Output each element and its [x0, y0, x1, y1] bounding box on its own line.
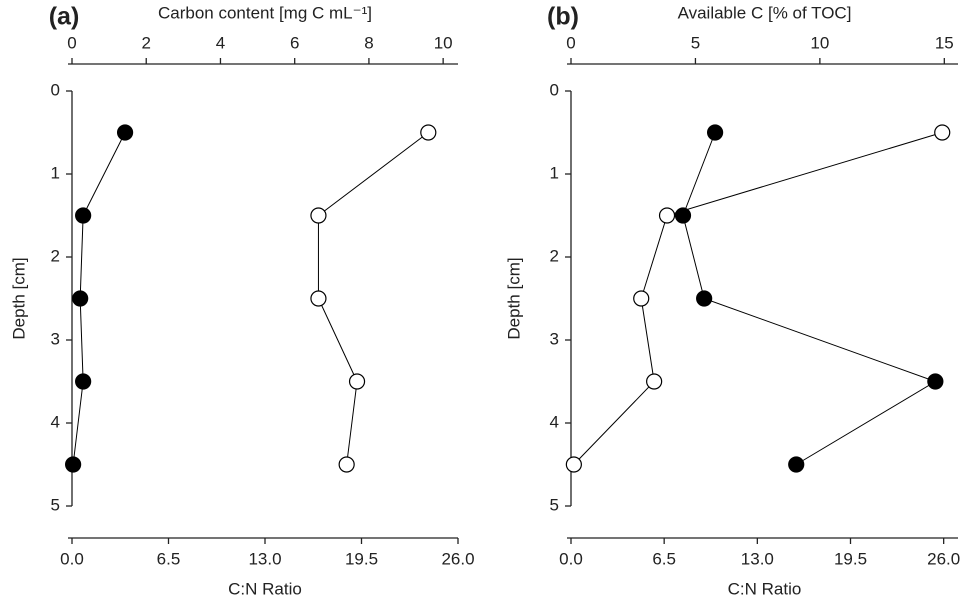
data-point: [420, 124, 437, 141]
data-point: [927, 373, 944, 390]
data-point: [310, 207, 327, 224]
x-top-tick-label: 10: [810, 33, 829, 52]
data-point: [75, 207, 92, 224]
panel-label: (a): [49, 3, 80, 31]
x-bottom-tick-label: 0.0: [559, 549, 583, 568]
data-point: [788, 456, 805, 473]
y-tick-label: 3: [51, 329, 60, 348]
data-point: [696, 290, 713, 307]
data-point: [565, 456, 582, 473]
y-tick-label: 2: [550, 246, 559, 265]
y-tick-label: 0: [550, 80, 559, 99]
x-top-tick-label: 0: [67, 33, 76, 52]
x-bottom-tick-label: 13.0: [741, 549, 774, 568]
y-tick-label: 5: [550, 495, 559, 514]
data-point: [116, 124, 134, 141]
y-axis-label: Depth [cm]: [9, 257, 28, 339]
x-top-tick-label: 4: [216, 33, 225, 52]
x-bottom-tick-label: 19.5: [345, 549, 378, 568]
x-bottom-tick-label: 6.5: [157, 549, 181, 568]
x-bottom-label: C:N Ratio: [228, 579, 302, 598]
y-tick-label: 3: [550, 329, 559, 348]
series-line: [317, 132, 429, 465]
panel-label: (b): [547, 3, 579, 31]
data-point: [72, 290, 89, 307]
y-tick-label: 4: [550, 412, 559, 431]
y-tick-label: 5: [51, 495, 60, 514]
data-point: [310, 290, 327, 307]
data-point: [646, 373, 663, 390]
data-point: [65, 456, 82, 473]
x-top-tick-label: 5: [691, 33, 700, 52]
x-top-tick-label: 8: [364, 33, 373, 52]
x-bottom-tick-label: 0.0: [60, 549, 84, 568]
x-top-tick-label: 15: [935, 33, 954, 52]
y-tick-label: 0: [51, 80, 60, 99]
x-top-label: Available C [% of TOC]: [678, 3, 852, 22]
series-line: [573, 132, 943, 465]
data-point: [348, 373, 366, 390]
x-bottom-label: C:N Ratio: [728, 579, 802, 598]
x-top-label: Carbon content [mg C mL⁻¹]: [158, 3, 372, 22]
x-bottom-tick-label: 26.0: [441, 549, 474, 568]
data-point: [338, 456, 355, 473]
data-point: [658, 207, 676, 224]
y-tick-label: 4: [51, 412, 60, 431]
x-top-tick-label: 0: [566, 33, 575, 52]
y-tick-label: 1: [51, 163, 60, 182]
data-point: [633, 290, 650, 307]
series-line: [682, 132, 937, 465]
x-top-tick-label: 2: [141, 33, 150, 52]
x-bottom-tick-label: 13.0: [248, 549, 281, 568]
x-bottom-tick-label: 26.0: [927, 549, 960, 568]
x-bottom-tick-label: 6.5: [652, 549, 676, 568]
y-tick-label: 2: [51, 246, 60, 265]
y-axis-label: Depth [cm]: [504, 257, 523, 339]
data-point: [706, 124, 724, 141]
x-top-tick-label: 10: [434, 33, 453, 52]
x-bottom-tick-label: 19.5: [834, 549, 867, 568]
data-point: [75, 373, 92, 390]
data-point: [934, 124, 951, 141]
y-tick-label: 1: [550, 163, 559, 182]
x-top-tick-label: 6: [290, 33, 299, 52]
